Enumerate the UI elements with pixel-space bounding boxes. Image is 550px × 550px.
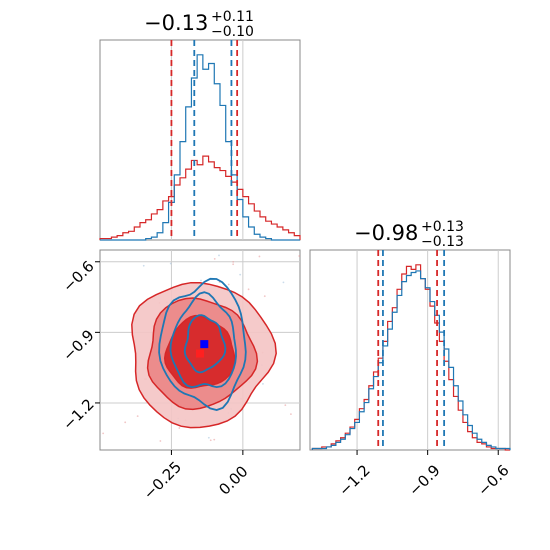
joint-sample-point bbox=[260, 241, 262, 243]
joint-blue-marker bbox=[200, 340, 209, 349]
title1-minus: −0.13 bbox=[421, 234, 464, 250]
joint-sample-point bbox=[316, 347, 318, 349]
joint-sample-point bbox=[137, 210, 139, 212]
joint-marks bbox=[95, 210, 401, 455]
title0-plus: +0.11 bbox=[211, 9, 254, 25]
joint-sample-point bbox=[247, 288, 250, 291]
joint-sample-point bbox=[200, 279, 202, 282]
joint-ytick-1: −0.9 bbox=[59, 326, 97, 364]
joint-sample-point bbox=[102, 432, 105, 435]
joint-sample-point bbox=[142, 264, 145, 267]
hist1-hist-blue bbox=[311, 270, 511, 450]
joint-xtick-1: 0.00 bbox=[215, 462, 251, 498]
joint-blue-contour-0 bbox=[183, 314, 227, 374]
hist0-hist-red bbox=[99, 155, 301, 240]
joint-sample-point bbox=[399, 332, 401, 334]
joint-yticks: −1.2 −0.9 −0.6 bbox=[59, 257, 97, 433]
title1-median: −0.98 bbox=[354, 221, 418, 245]
joint-sample-point bbox=[262, 382, 264, 385]
joint-sample-point bbox=[282, 281, 285, 284]
joint-sample-point bbox=[213, 438, 216, 441]
joint-sample-point bbox=[239, 273, 242, 276]
panel-joint: −1.2 −0.9 −0.6 −0.25 0.00 bbox=[59, 210, 401, 503]
joint-frame bbox=[99, 249, 301, 451]
joint-xticks: −0.25 0.00 bbox=[140, 458, 252, 503]
hist1-xtick-1: −0.9 bbox=[405, 461, 443, 499]
joint-sample-point bbox=[258, 255, 261, 258]
joint-sample-point bbox=[136, 415, 139, 418]
joint-sample-point bbox=[232, 263, 235, 266]
joint-blue-contour-1 bbox=[169, 291, 237, 389]
joint-sample-point bbox=[284, 404, 287, 407]
joint-sample-point bbox=[232, 260, 235, 263]
panel-hist-param1: −0.98 +0.13 −0.13 −1.2 −0.9 −0.6 bbox=[309, 219, 513, 500]
hist0-marks bbox=[99, 40, 301, 241]
joint-sample-point bbox=[290, 413, 292, 416]
hist0-hist-blue bbox=[100, 54, 300, 241]
joint-sample-point bbox=[159, 440, 162, 442]
joint-red-marker bbox=[196, 349, 204, 358]
hist1-marks bbox=[311, 250, 511, 455]
joint-sample-point bbox=[263, 295, 266, 298]
joint-blue-contour-2 bbox=[158, 277, 247, 411]
hist1-xtick-2: −0.6 bbox=[474, 461, 512, 499]
hist1-xticks: −1.2 −0.9 −0.6 bbox=[335, 461, 512, 499]
joint-xtick-0: −0.25 bbox=[140, 458, 185, 503]
joint-sample-point bbox=[207, 436, 210, 439]
joint-sample-point bbox=[243, 244, 245, 246]
joint-sample-point bbox=[213, 258, 216, 260]
title0-minus: −0.10 bbox=[211, 24, 254, 40]
joint-sample-point bbox=[218, 254, 220, 257]
hist1-frame bbox=[309, 249, 511, 451]
title1-plus: +0.13 bbox=[421, 219, 464, 235]
hist1-hist-red bbox=[311, 264, 510, 451]
joint-inner bbox=[100, 210, 401, 450]
joint-sample-point bbox=[298, 255, 300, 257]
joint-sample-point bbox=[209, 439, 212, 442]
hist0-frame bbox=[99, 39, 301, 241]
joint-sample-point bbox=[124, 421, 127, 424]
title0-median: −0.13 bbox=[144, 11, 208, 35]
panel-hist-param0: −0.13 +0.11 −0.10 bbox=[99, 9, 301, 241]
joint-ytick-2: −0.6 bbox=[59, 257, 97, 295]
joint-sample-point bbox=[318, 432, 320, 434]
joint-sample-point bbox=[227, 283, 230, 286]
joint-ytick-0: −1.2 bbox=[59, 395, 97, 433]
hist0-title: −0.13 +0.11 −0.10 bbox=[144, 9, 254, 40]
joint-sample-point bbox=[169, 262, 172, 265]
joint-sample-point bbox=[178, 427, 181, 429]
hist1-title: −0.98 +0.13 −0.13 bbox=[354, 219, 464, 250]
hist1-xtick-0: −1.2 bbox=[335, 461, 373, 499]
